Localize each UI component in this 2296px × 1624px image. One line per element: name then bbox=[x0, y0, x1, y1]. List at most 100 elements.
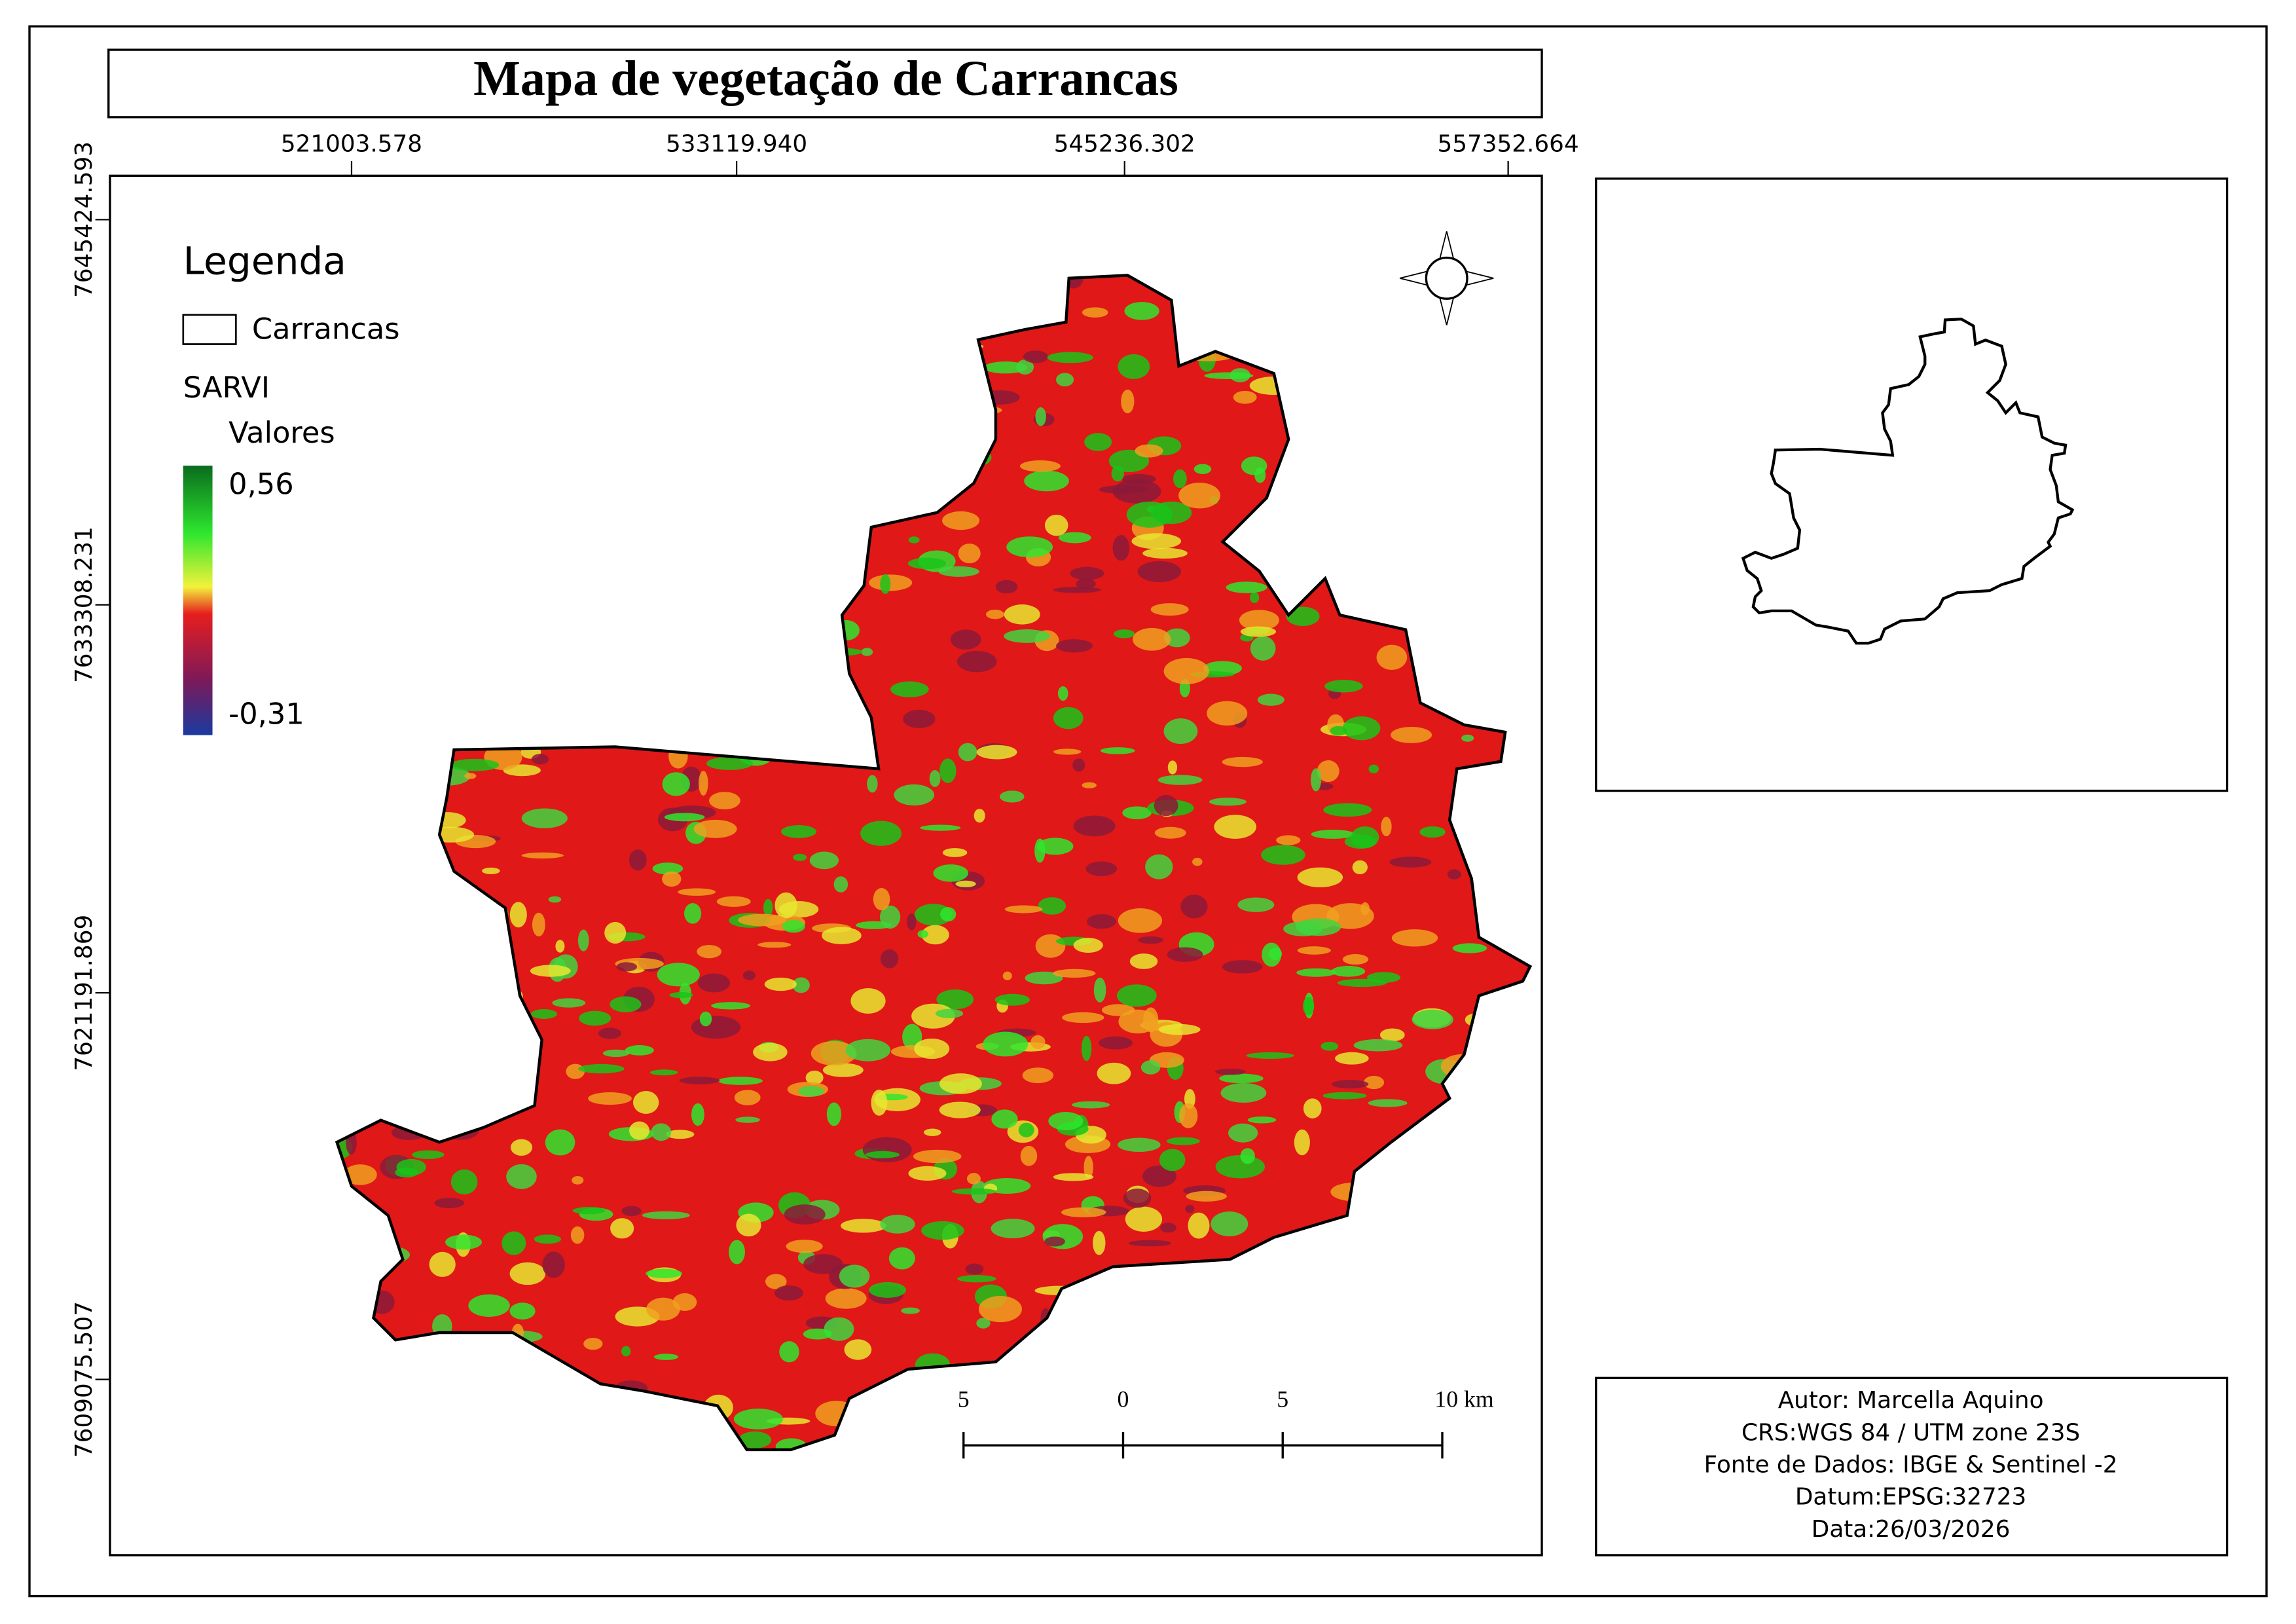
raster-patch bbox=[1084, 1156, 1093, 1179]
raster-patch bbox=[1113, 629, 1135, 638]
raster-patch bbox=[803, 1328, 832, 1340]
raster-patch bbox=[1228, 1123, 1258, 1143]
raster-patch bbox=[1239, 610, 1279, 631]
raster-patch bbox=[1053, 748, 1082, 755]
raster-patch bbox=[1133, 627, 1171, 651]
legend-swatch bbox=[182, 314, 237, 345]
raster-patch bbox=[1294, 1129, 1310, 1156]
raster-patch bbox=[907, 913, 917, 931]
raster-patch bbox=[649, 1069, 678, 1076]
raster-patch bbox=[917, 930, 929, 938]
raster-patch bbox=[736, 1213, 761, 1237]
raster-patch bbox=[621, 1346, 631, 1357]
scale-label: 10 km bbox=[1434, 1386, 1494, 1412]
raster-patch bbox=[532, 912, 545, 937]
raster-patch bbox=[991, 1219, 1035, 1239]
raster-patch bbox=[1452, 943, 1487, 953]
raster-patch bbox=[1257, 693, 1285, 706]
raster-patch bbox=[1297, 867, 1343, 887]
raster-patch bbox=[445, 1234, 483, 1250]
raster-patch bbox=[1025, 971, 1063, 985]
outer-border bbox=[28, 25, 2268, 1598]
raster-patch bbox=[803, 1254, 843, 1274]
raster-patch bbox=[482, 867, 500, 874]
raster-patch bbox=[396, 1158, 426, 1175]
scale-label: 5 bbox=[1277, 1386, 1288, 1412]
raster-patch bbox=[774, 892, 797, 919]
raster-patch bbox=[861, 648, 873, 656]
raster-patch bbox=[1093, 977, 1106, 1003]
raster-patch bbox=[1000, 790, 1025, 803]
scale-bar bbox=[962, 1432, 1444, 1459]
raster-patch bbox=[1324, 680, 1363, 693]
raster-patch bbox=[1303, 997, 1315, 1016]
raster-patch bbox=[572, 1175, 584, 1185]
raster-patch bbox=[1122, 806, 1152, 820]
raster-patch bbox=[598, 1027, 622, 1039]
raster-patch bbox=[1072, 1101, 1110, 1109]
raster-patch bbox=[1062, 1012, 1104, 1024]
raster-patch bbox=[1296, 968, 1336, 977]
raster-patch bbox=[880, 574, 891, 595]
raster-patch bbox=[434, 1198, 465, 1208]
y-coordinate: 7633308.231 bbox=[71, 526, 98, 683]
raster-patch bbox=[653, 1354, 679, 1360]
raster-patch bbox=[642, 1211, 690, 1219]
raster-patch bbox=[888, 1247, 915, 1270]
raster-patch bbox=[1099, 485, 1148, 494]
raster-patch bbox=[1211, 1211, 1248, 1237]
raster-patch bbox=[679, 1077, 720, 1084]
info-line: Data:26/03/2026 bbox=[1812, 1516, 2011, 1543]
raster-patch bbox=[738, 1431, 772, 1449]
raster-patch bbox=[1311, 830, 1355, 839]
raster-patch bbox=[566, 1063, 585, 1079]
raster-patch bbox=[809, 851, 839, 870]
raster-patch bbox=[1084, 433, 1112, 451]
raster-patch bbox=[1056, 373, 1074, 387]
x-coordinate: 521003.578 bbox=[281, 130, 422, 157]
raster-patch bbox=[929, 770, 941, 787]
raster-patch bbox=[1121, 389, 1135, 414]
y-coordinate: 7609075.507 bbox=[71, 1301, 98, 1458]
raster-patch bbox=[1219, 1073, 1264, 1084]
raster-patch bbox=[1016, 359, 1034, 375]
raster-patch bbox=[839, 1264, 870, 1288]
raster-patch bbox=[780, 825, 816, 838]
raster-patch bbox=[1053, 587, 1101, 593]
raster-patch bbox=[1326, 903, 1374, 929]
raster-patch bbox=[1036, 838, 1074, 855]
raster-patch bbox=[983, 1031, 1029, 1057]
raster-patch bbox=[735, 1116, 760, 1123]
raster-patch bbox=[1006, 536, 1053, 558]
raster-patch bbox=[753, 1043, 788, 1061]
raster-patch bbox=[1261, 845, 1305, 865]
raster-patch bbox=[822, 927, 862, 944]
raster-patch bbox=[850, 987, 886, 1014]
raster-patch bbox=[521, 852, 564, 859]
raster-patch bbox=[1166, 1137, 1200, 1145]
raster-patch bbox=[1061, 1207, 1106, 1217]
raster-patch bbox=[1124, 302, 1159, 320]
raster-patch bbox=[1150, 603, 1189, 616]
raster-patch bbox=[923, 1128, 941, 1136]
raster-patch bbox=[691, 1103, 704, 1126]
raster-patch bbox=[1391, 929, 1438, 947]
raster-patch bbox=[1118, 354, 1150, 379]
raster-patch bbox=[1321, 1041, 1339, 1051]
raster-patch bbox=[1240, 1148, 1255, 1164]
raster-patch bbox=[1099, 1036, 1133, 1050]
raster-patch bbox=[958, 743, 977, 762]
info-line: Autor: Marcella Aquino bbox=[1778, 1387, 2044, 1414]
raster-patch bbox=[894, 784, 935, 806]
scale-label: 0 bbox=[1118, 1386, 1129, 1412]
raster-patch bbox=[1178, 1103, 1198, 1128]
raster-patch bbox=[691, 1016, 741, 1039]
raster-patch bbox=[965, 1263, 984, 1275]
raster-patch bbox=[501, 1231, 526, 1255]
raster-patch bbox=[629, 849, 647, 871]
raster-patch bbox=[1250, 592, 1260, 603]
raster-patch bbox=[716, 896, 751, 907]
raster-patch bbox=[742, 970, 756, 980]
raster-patch bbox=[1322, 1092, 1367, 1099]
